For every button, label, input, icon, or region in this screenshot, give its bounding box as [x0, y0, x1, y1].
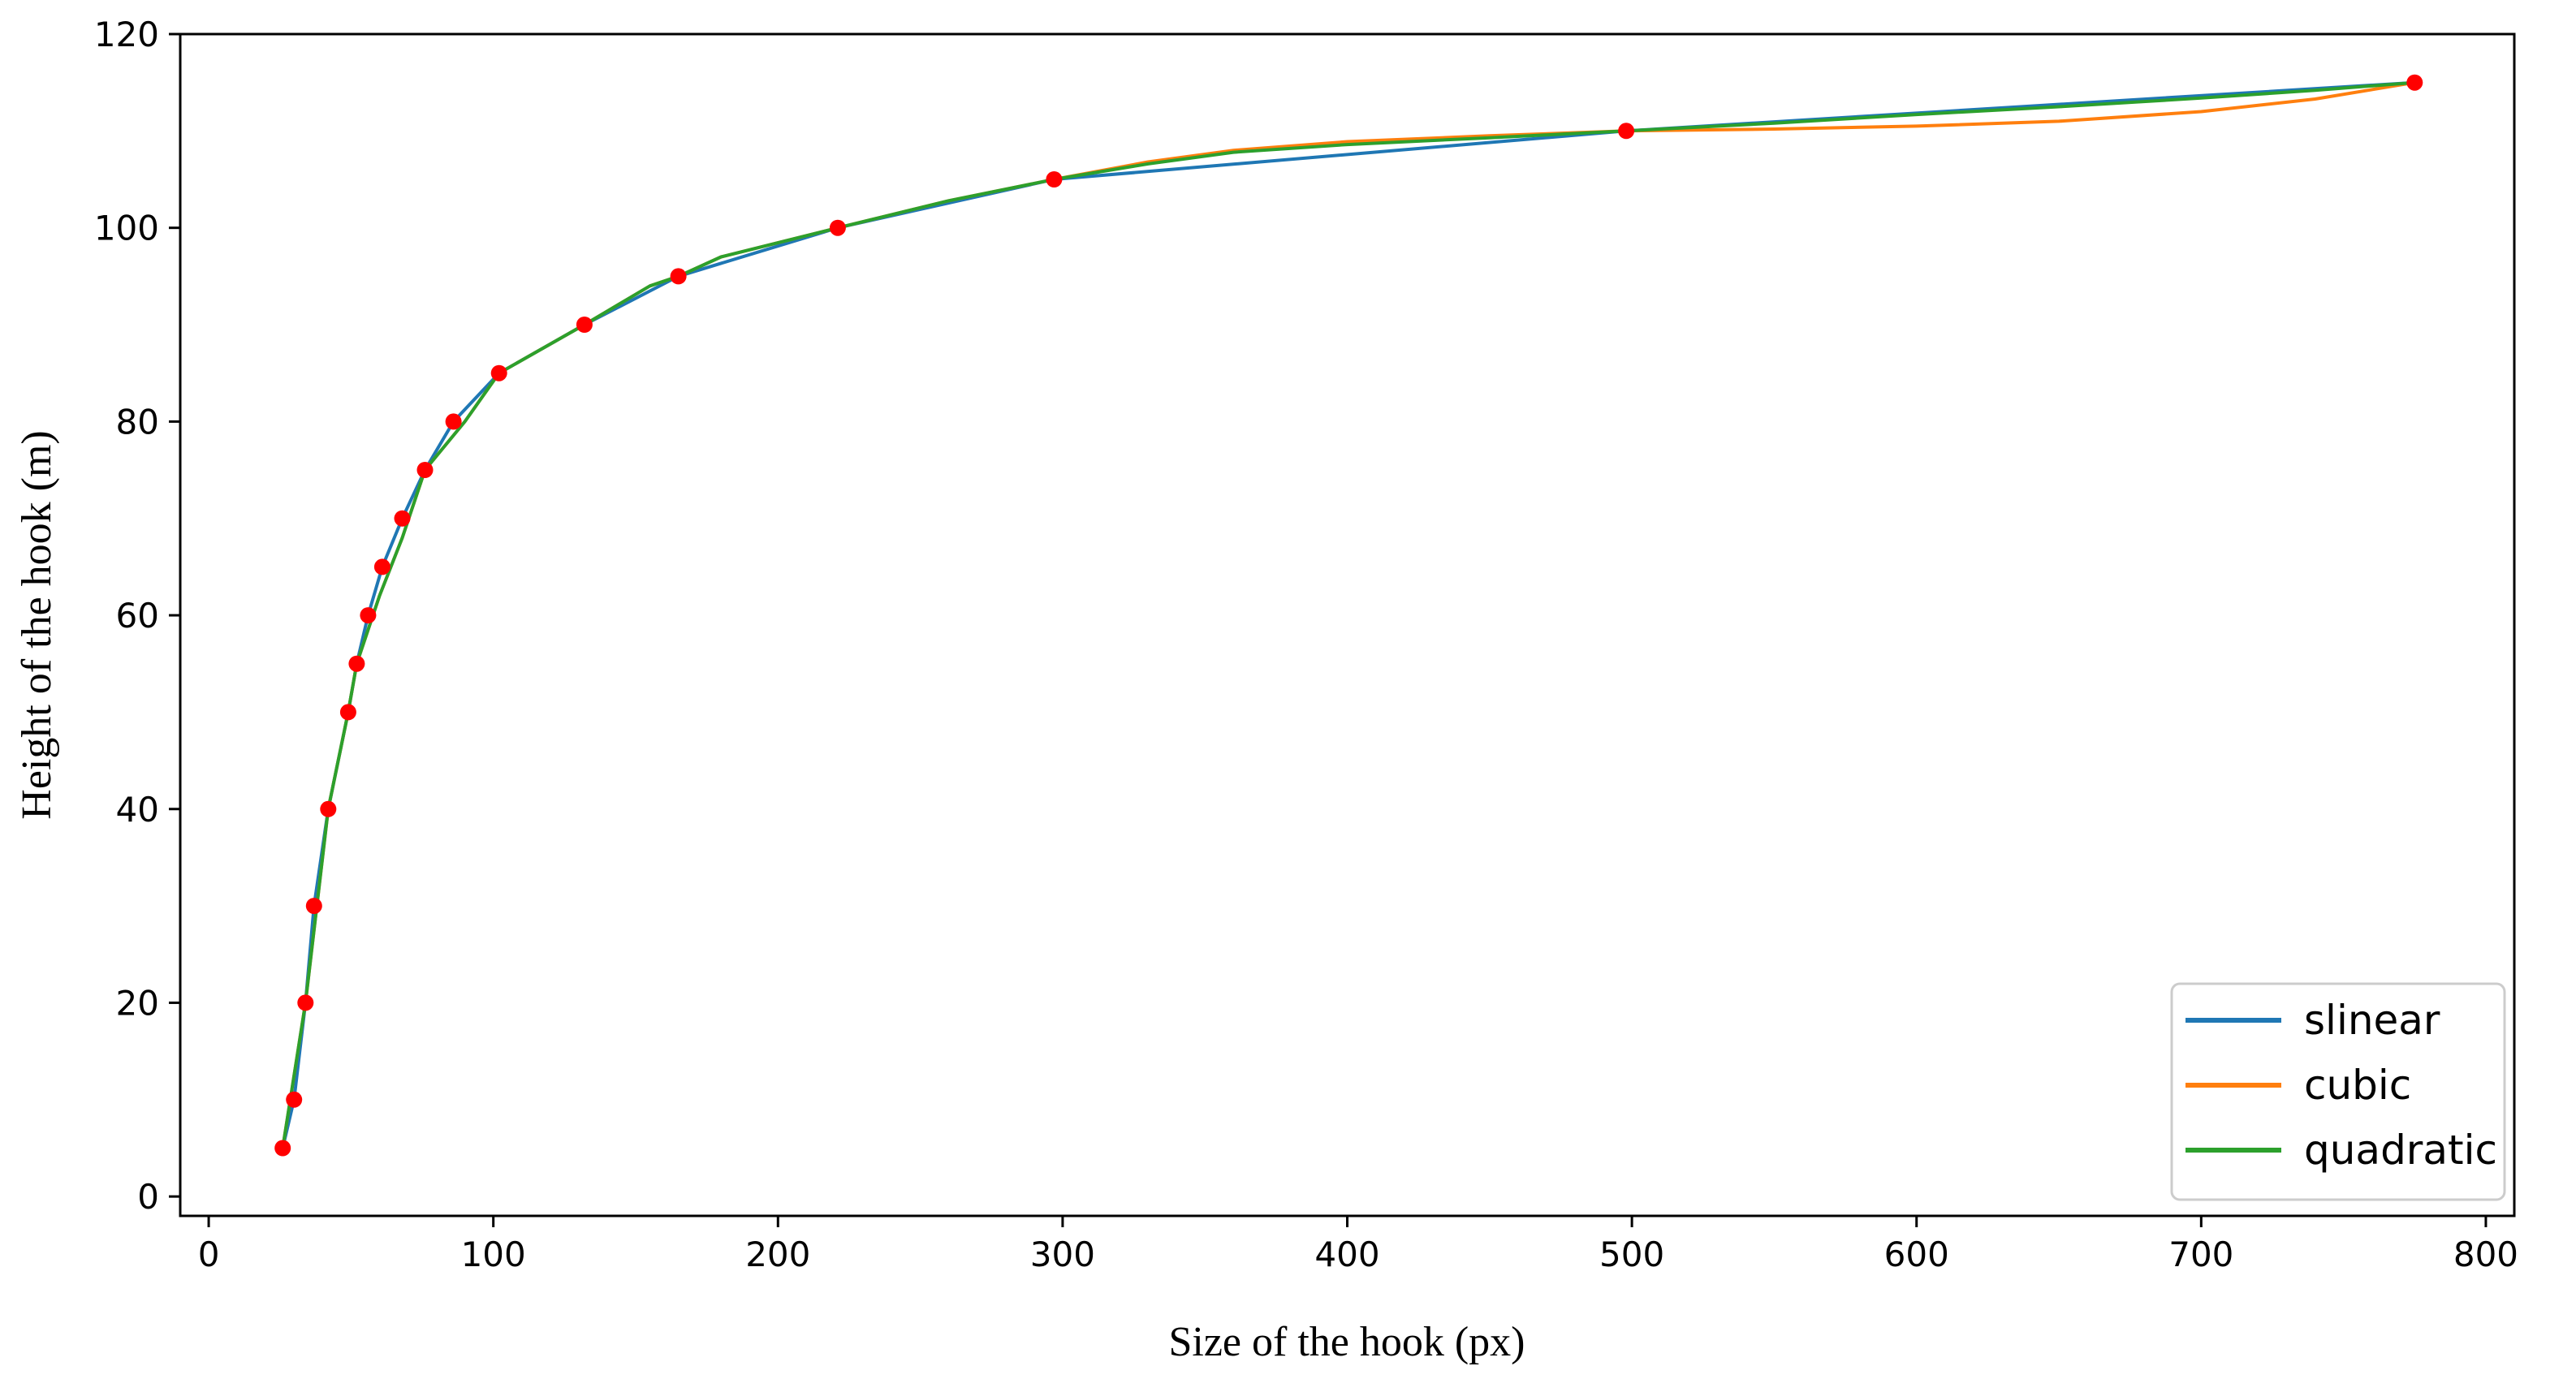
x-tick-label: 100 [461, 1235, 526, 1274]
series-line-cubic [281, 80, 2417, 1150]
y-tick-label: 120 [94, 15, 159, 54]
x-axis-label: Size of the hook (px) [1168, 1319, 1525, 1365]
series-layer [281, 80, 2417, 1150]
data-point [305, 898, 322, 915]
data-point [829, 219, 846, 236]
legend-box [2170, 982, 2506, 1201]
x-tick-label: 600 [1884, 1235, 1949, 1274]
x-tick-label: 300 [1030, 1235, 1095, 1274]
series-line-slinear [281, 80, 2417, 1150]
y-axis-label: Height of the hook (m) [14, 430, 60, 819]
data-point [360, 607, 377, 624]
y-tick-label: 0 [137, 1177, 159, 1217]
legend: slinear cubic quadratic [2170, 982, 2506, 1201]
data-point [394, 510, 411, 527]
legend-label-cubic: cubic [2304, 1062, 2411, 1109]
data-point [445, 413, 462, 430]
data-point [1618, 123, 1635, 140]
y-tick-label: 80 [116, 402, 159, 442]
legend-label-quadratic: quadratic [2304, 1127, 2497, 1174]
y-axis: 0 20 40 60 80 100 120 [94, 15, 180, 1217]
data-point [339, 704, 356, 721]
x-axis: 0 100 200 300 400 500 600 700 800 [198, 1216, 2518, 1274]
data-point [1046, 171, 1063, 187]
data-point [576, 317, 593, 333]
x-tick-label: 200 [745, 1235, 810, 1274]
y-tick-label: 40 [116, 790, 159, 830]
x-tick-label: 800 [2453, 1235, 2518, 1274]
data-point [490, 364, 507, 381]
x-tick-label: 500 [1599, 1235, 1664, 1274]
y-tick-label: 100 [94, 209, 159, 248]
plot-frame [179, 32, 2516, 1217]
data-point [320, 800, 337, 817]
x-tick-label: 400 [1314, 1235, 1379, 1274]
x-tick-label: 0 [198, 1235, 220, 1274]
data-point [348, 655, 365, 672]
data-point [286, 1091, 303, 1108]
data-point [670, 268, 687, 285]
scatter-points [274, 74, 2423, 1157]
data-point [373, 558, 390, 575]
series-line-quadratic [281, 80, 2417, 1150]
data-point [274, 1140, 291, 1157]
y-tick-label: 60 [116, 596, 159, 636]
data-point [416, 462, 434, 478]
legend-label-slinear: slinear [2304, 997, 2440, 1044]
x-tick-label: 700 [2168, 1235, 2233, 1274]
y-tick-label: 20 [116, 983, 159, 1023]
data-point [297, 994, 314, 1011]
data-point [2406, 74, 2423, 91]
